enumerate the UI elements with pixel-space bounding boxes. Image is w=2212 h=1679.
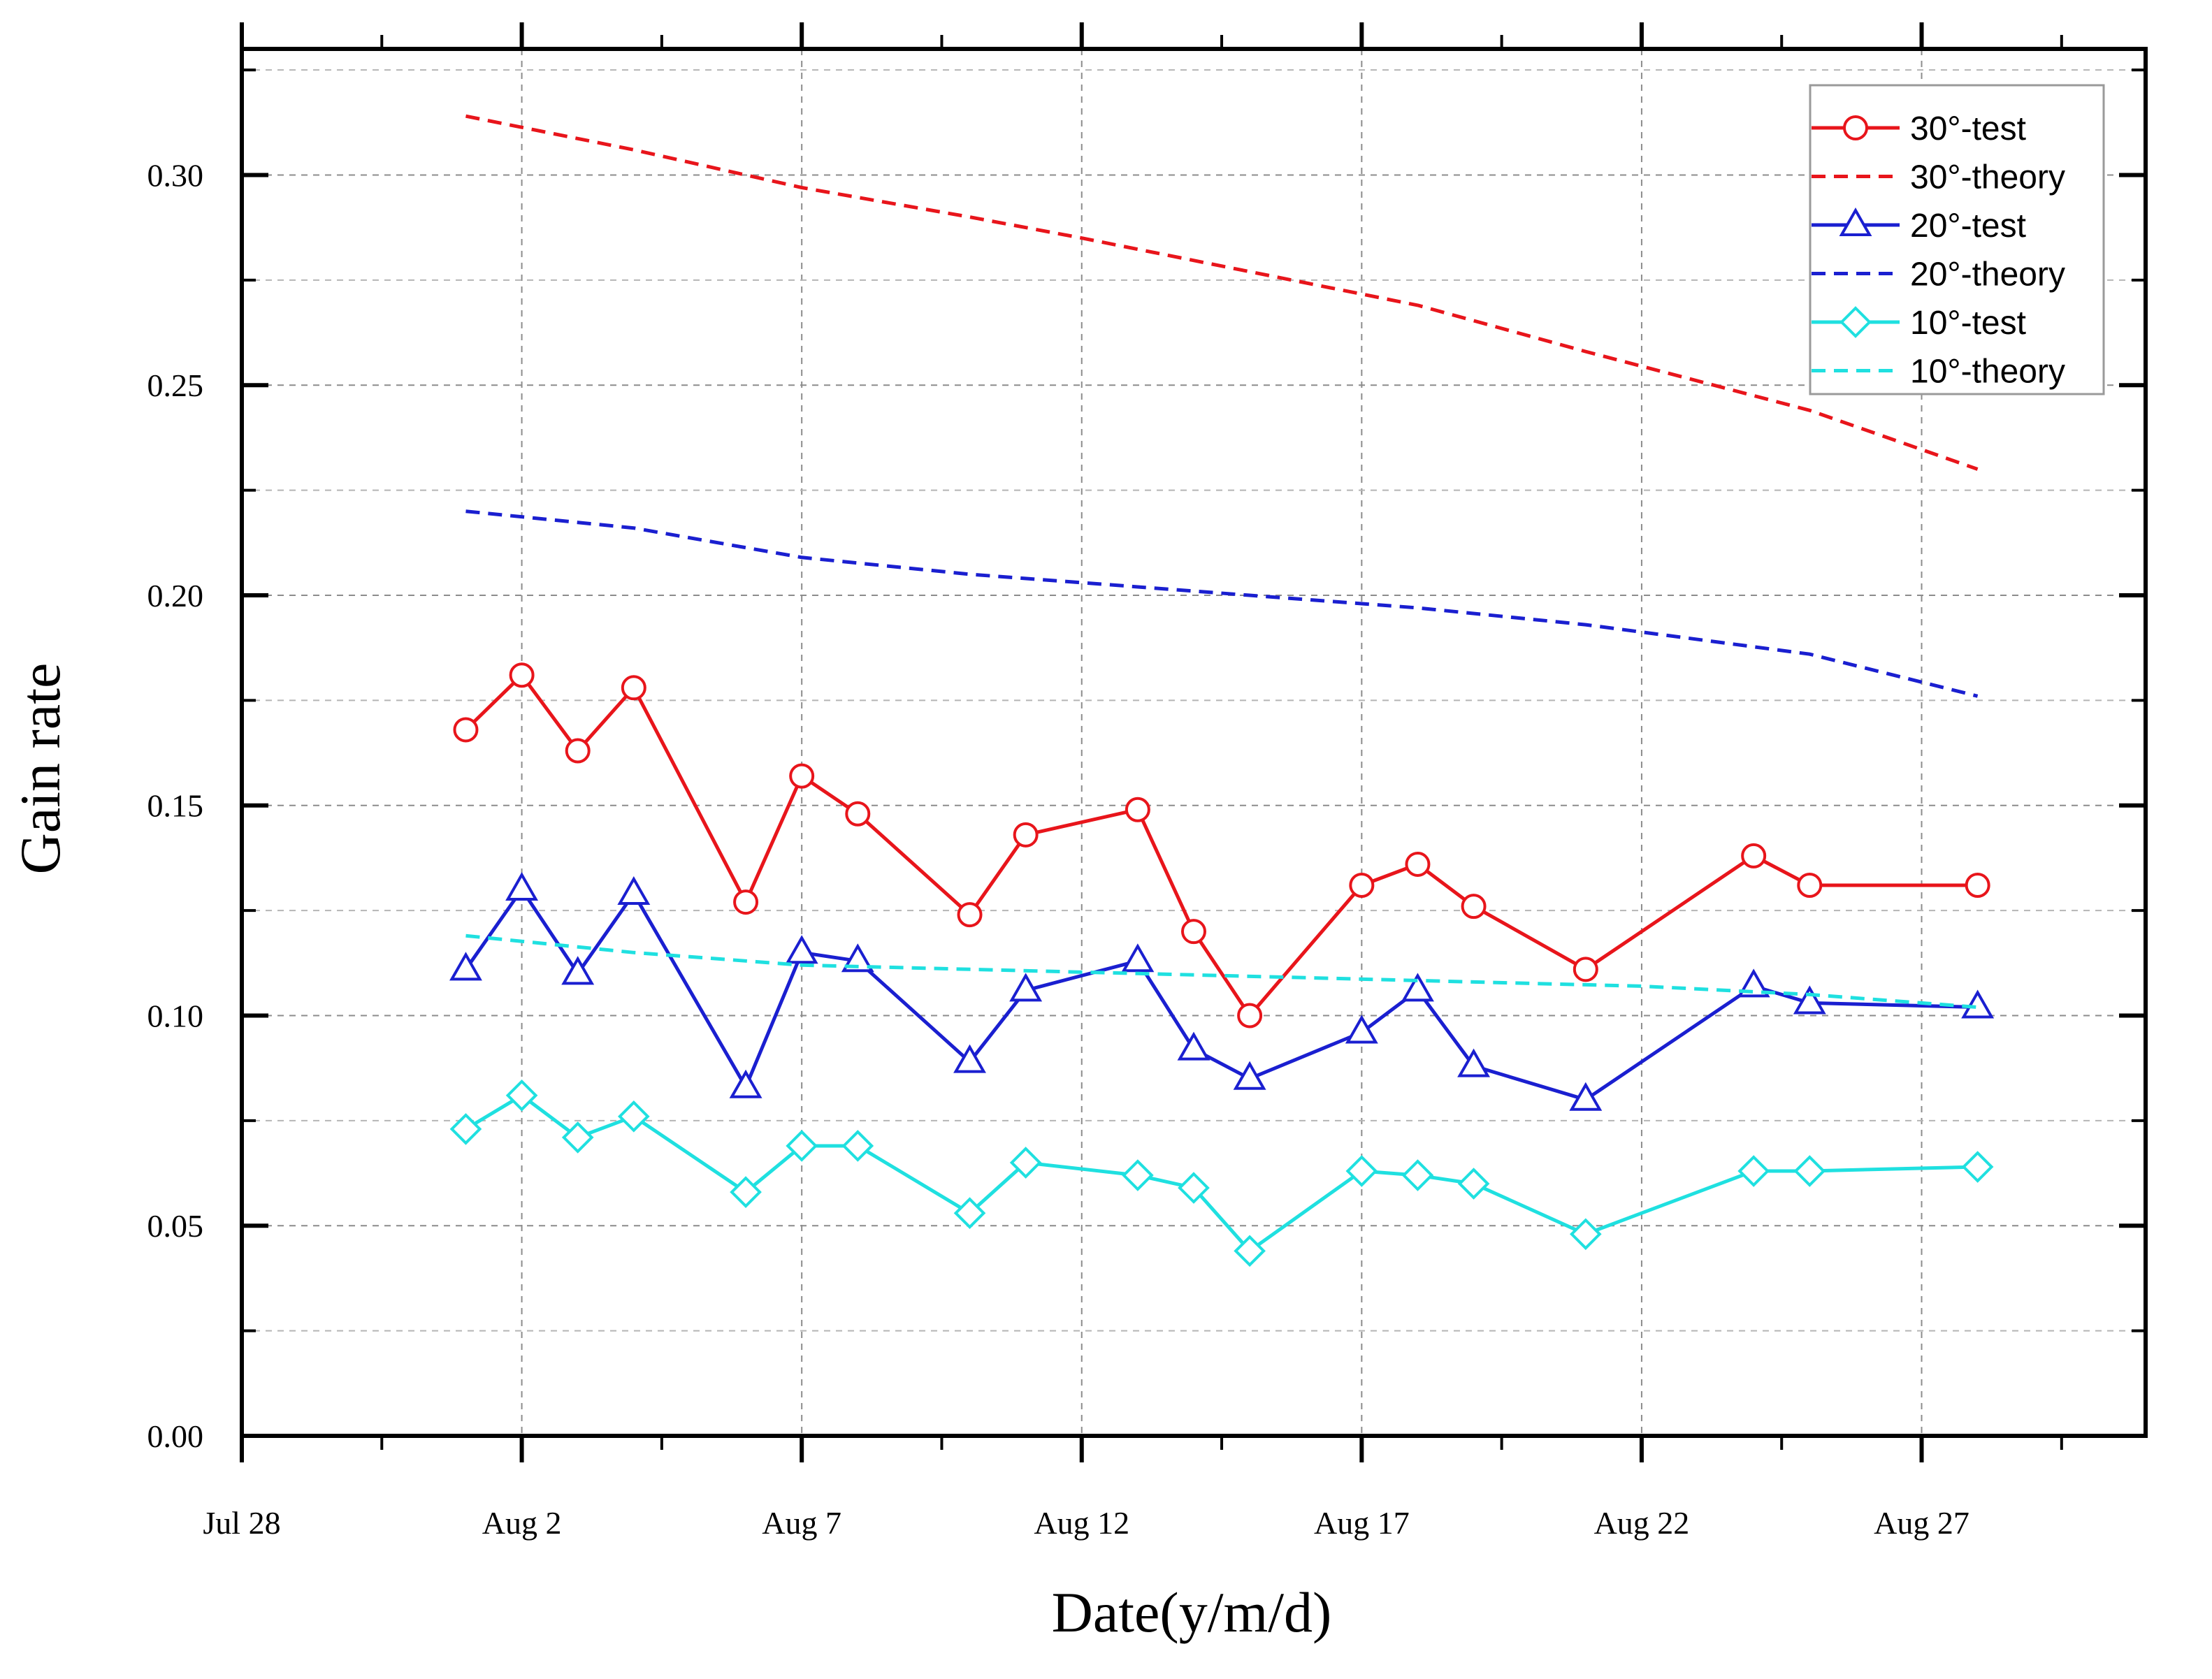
series-30deg-test-point [565, 738, 591, 764]
x-tick-label: Aug 22 [1594, 1505, 1690, 1541]
legend-label-30deg-theory: 30°-theory [1910, 159, 2065, 196]
series-10deg-test-point [1401, 1159, 1434, 1191]
legend-marker-30deg-test [1843, 115, 1868, 140]
series-layer [449, 114, 1995, 1267]
series-30deg-test-point [957, 902, 983, 928]
series-10deg-test-point [1737, 1155, 1770, 1187]
series-10deg-test-point [730, 1176, 762, 1208]
series-30deg-test-point [733, 889, 759, 915]
series-30deg-theory-line [465, 114, 1979, 471]
x-tick-label: Aug 27 [1874, 1505, 1969, 1541]
legend-marker-20deg-test [1839, 207, 1872, 236]
series-10deg-test-point [617, 1100, 650, 1133]
series-30deg-test-point [1349, 873, 1375, 899]
series-20deg-test-point [841, 943, 874, 973]
series-10deg-test-point [505, 1079, 538, 1112]
series-30deg-test-point [1965, 873, 1990, 899]
series-20deg-test-point [1345, 1015, 1378, 1044]
series-20deg-test-point [785, 935, 818, 964]
legend-label-30deg-test: 30°-test [1910, 110, 2026, 147]
series-30deg-test-point [509, 662, 535, 688]
series-30deg-test-point [1125, 797, 1150, 822]
legend-label-20deg-theory: 20°-theory [1910, 256, 2065, 293]
series-20deg-test-point [1121, 943, 1155, 973]
series-30deg-test-point [789, 763, 815, 789]
series-10deg-theory-line [465, 933, 1978, 1009]
x-tick-label: Aug 17 [1314, 1505, 1410, 1541]
series-20deg-test-point [505, 871, 539, 901]
series-20deg-test-point [449, 952, 482, 981]
series-20deg-test-point [617, 876, 651, 906]
tick-layer: Jul 28 Aug 2 Aug 7 Aug 12 Aug 17 Aug 22 Aug 27… [147, 22, 2146, 1541]
y-tick-label: 0.30 [147, 157, 204, 193]
series-20deg-test-point [1009, 973, 1043, 1002]
plot-frame [240, 47, 2148, 1438]
x-tick-label: Jul 28 [203, 1505, 280, 1541]
legend: 30°-test 30°-theory 20°-test 20°-theory 10°-… [1809, 84, 2105, 395]
y-tick-label: 0.25 [147, 368, 204, 403]
series-10deg-test-point [1345, 1155, 1378, 1187]
series-20deg-test-point [1401, 973, 1434, 1002]
series-20deg-test-point [561, 956, 595, 985]
y-tick-label: 0.05 [147, 1208, 204, 1244]
x-tick-label: Aug 7 [762, 1505, 841, 1541]
series-10deg-test-point [1457, 1168, 1490, 1200]
series-30deg-test-point [453, 717, 479, 743]
series-10deg-test-point [1178, 1172, 1210, 1204]
series-10deg-test-point [1793, 1155, 1826, 1187]
series-30deg-test-point [1573, 957, 1598, 982]
series-30deg-test-point [1741, 843, 1767, 868]
series-30deg-test-point [845, 801, 871, 827]
series-10deg-test-point [1961, 1151, 1994, 1183]
y-axis-title: Gain rate [8, 663, 72, 875]
series-30deg-test-point [1181, 919, 1206, 945]
legend-label-10deg-test: 10°-test [1910, 305, 2026, 342]
series-20deg-test-point [953, 1044, 986, 1073]
series-10deg-test-point [1234, 1235, 1266, 1267]
series-20deg-test-point [1793, 985, 1826, 1015]
series-10deg-test-point [1569, 1218, 1602, 1251]
series-30deg-test-point [621, 675, 646, 701]
series-10deg-test-point [786, 1130, 818, 1162]
y-tick-label: 0.20 [147, 578, 204, 613]
series-10deg-test-point [449, 1113, 482, 1145]
series-20deg-test-point [1569, 1082, 1603, 1111]
series-10deg-test-point [1009, 1147, 1042, 1179]
series-20deg-test-point [729, 1069, 762, 1098]
series-10deg-test-point [953, 1197, 986, 1230]
series-20deg-test-point [1961, 989, 1995, 1019]
series-30deg-test-point [1461, 894, 1487, 920]
series-30deg-test-point [1013, 822, 1039, 848]
series-20deg-test-point [1233, 1061, 1266, 1090]
series-20deg-test-point [1177, 1031, 1210, 1061]
y-tick-label: 0.15 [147, 788, 204, 824]
series-30deg-test-point [1237, 1003, 1263, 1029]
y-tick-label: 0.00 [147, 1418, 204, 1454]
legend-marker-10deg-test [1839, 306, 1872, 338]
y-tick-label: 0.10 [147, 998, 204, 1033]
series-10deg-test-point [1122, 1159, 1154, 1191]
legend-label-10deg-theory: 10°-theory [1910, 354, 2065, 391]
x-tick-label: Aug 12 [1034, 1505, 1129, 1541]
series-20deg-test-point [1457, 1048, 1491, 1077]
x-tick-label: Aug 2 [482, 1505, 562, 1541]
series-30deg-test-point [1405, 851, 1431, 877]
x-axis-title: Date(y/m/d) [1052, 1580, 1332, 1644]
series-30deg-test-point [1797, 873, 1823, 899]
series-10deg-test-point [561, 1121, 594, 1154]
series-10deg-test-point [841, 1130, 874, 1162]
series-20deg-theory-line [465, 509, 1979, 698]
legend-label-20deg-test: 20°-test [1910, 208, 2026, 245]
